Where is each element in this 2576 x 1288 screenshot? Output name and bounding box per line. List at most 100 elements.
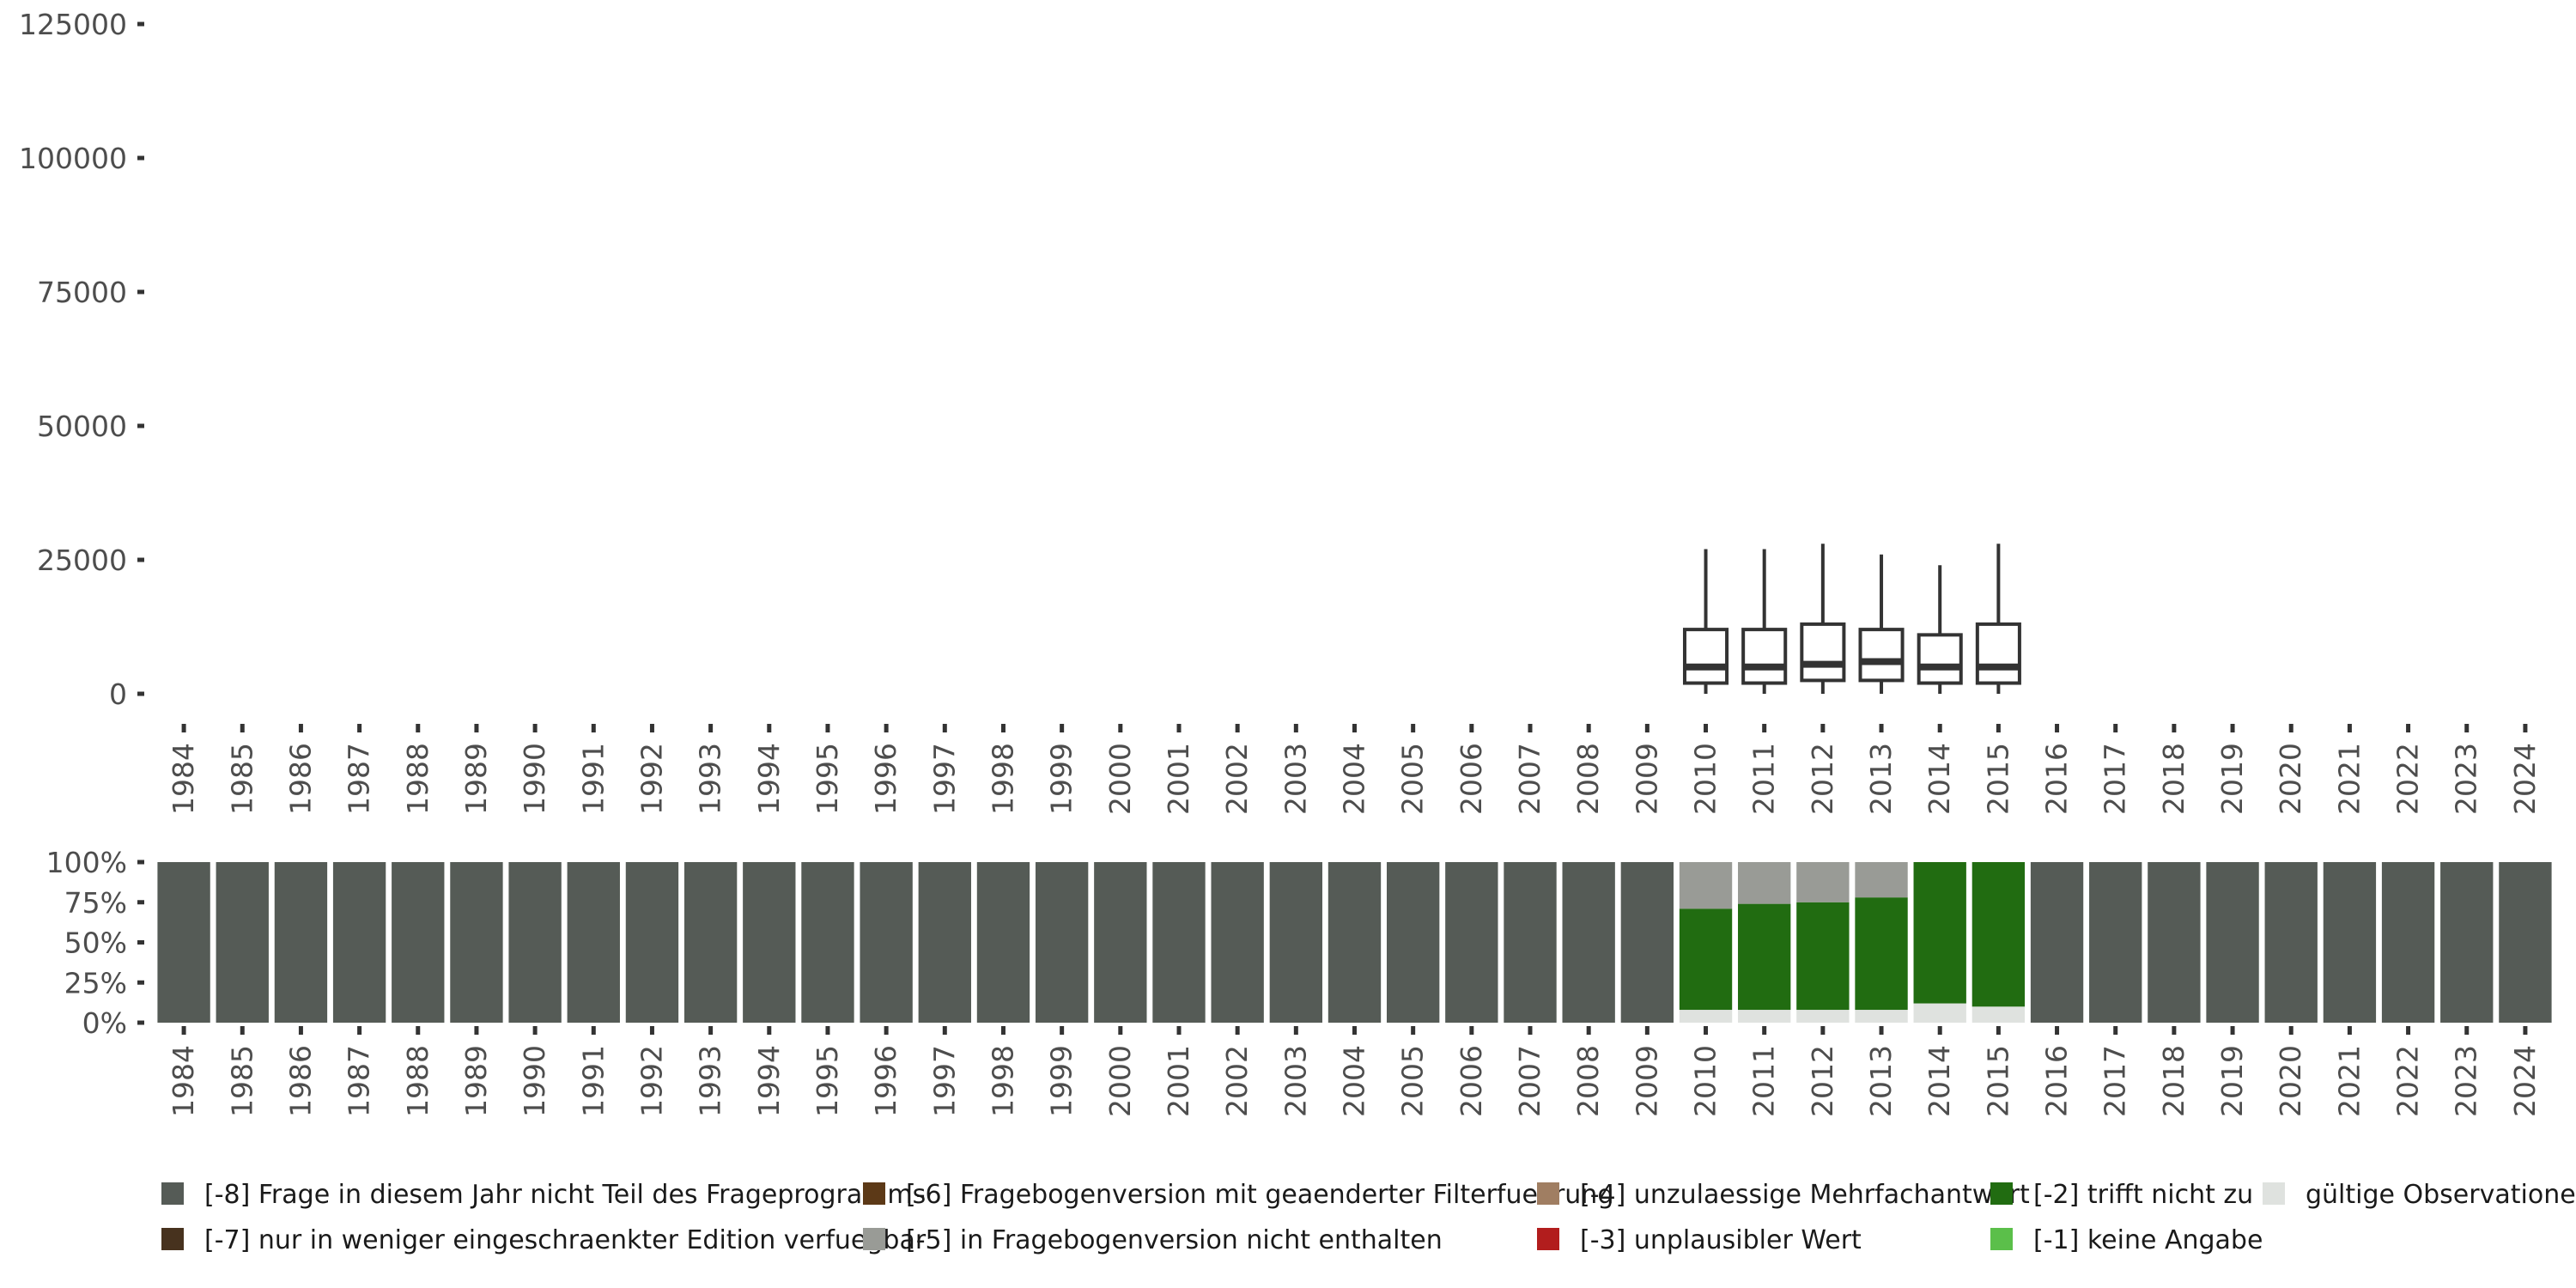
bar-segment-2019-s3 bbox=[2206, 862, 2259, 1023]
x-tick-label: 2010 bbox=[1689, 743, 1722, 815]
x-tick-label: 2023 bbox=[2450, 743, 2483, 815]
boxplot-2010 bbox=[1682, 549, 1729, 694]
bar-segment-1999-s3 bbox=[1035, 862, 1089, 1023]
x-tick-label: 1991 bbox=[576, 743, 610, 815]
legend-label: [-4] unzulaessige Mehrfachantwort bbox=[1580, 1180, 2030, 1210]
legend-item: [-8] Frage in diesem Jahr nicht Teil des… bbox=[161, 1180, 926, 1210]
x-tick-label: 1996 bbox=[869, 743, 902, 815]
bar-segment-2013-s0 bbox=[1855, 1010, 1908, 1023]
x-tick-label: 2010 bbox=[1689, 1045, 1722, 1117]
x-tick-label: 2001 bbox=[1162, 743, 1195, 815]
legend-label: gültige Observationen bbox=[2306, 1180, 2576, 1210]
x-tick-label: 1999 bbox=[1045, 1045, 1078, 1117]
x-tick-label: 2004 bbox=[1338, 1045, 1371, 1117]
bar-segment-1996-s3 bbox=[860, 862, 913, 1023]
bar-segment-2003-s3 bbox=[1269, 862, 1323, 1023]
bar-segment-1995-s3 bbox=[801, 862, 854, 1023]
x-tick-label: 2023 bbox=[2450, 1045, 2483, 1117]
bar-segment-2012-s1 bbox=[1796, 902, 1850, 1011]
legend-swatch bbox=[1537, 1228, 1559, 1250]
x-tick-label: 2017 bbox=[2099, 743, 2132, 815]
x-tick-label: 2009 bbox=[1630, 743, 1663, 815]
bar-segment-1993-s3 bbox=[683, 862, 738, 1023]
x-tick-label: 2013 bbox=[1864, 1045, 1898, 1117]
bar-segment-2024-s3 bbox=[2499, 862, 2552, 1023]
x-tick-label: 2014 bbox=[1923, 743, 1956, 815]
x-tick-label: 2020 bbox=[2274, 1045, 2307, 1117]
x-tick-label: 1988 bbox=[401, 743, 434, 815]
bar-segment-1984-s3 bbox=[157, 862, 210, 1023]
x-tick-label: 2012 bbox=[1806, 743, 1839, 815]
bar-segment-2011-s2 bbox=[1738, 862, 1791, 904]
bar-segment-1988-s3 bbox=[392, 862, 445, 1023]
x-tick-label: 2001 bbox=[1162, 1045, 1195, 1117]
x-tick-label: 2007 bbox=[1513, 743, 1546, 815]
bar-segment-2012-s0 bbox=[1796, 1010, 1850, 1023]
legend-label: [-6] Fragebogenversion mit geaenderter F… bbox=[906, 1180, 1613, 1210]
bar-segment-1985-s3 bbox=[216, 862, 269, 1023]
x-tick-label: 2016 bbox=[2040, 1045, 2074, 1117]
bar-segment-2000-s3 bbox=[1094, 862, 1147, 1023]
x-tick-label: 1997 bbox=[927, 743, 961, 815]
x-tick-label: 2011 bbox=[1747, 743, 1781, 815]
x-tick-label: 2006 bbox=[1455, 1045, 1488, 1117]
x-tick-label: 1984 bbox=[167, 743, 200, 815]
x-tick-label: 2005 bbox=[1396, 743, 1430, 815]
legend-label: [-5] in Fragebogenversion nicht enthalte… bbox=[906, 1225, 1443, 1255]
y-tick-label: 75% bbox=[64, 886, 127, 920]
box-iqr bbox=[1800, 622, 1846, 683]
bar-segment-2010-s0 bbox=[1679, 1010, 1733, 1023]
x-tick-label: 2005 bbox=[1396, 1045, 1430, 1117]
x-tick-label: 1993 bbox=[694, 743, 727, 815]
bar-segment-2012-s2 bbox=[1796, 862, 1850, 902]
x-tick-label: 1998 bbox=[986, 1045, 1019, 1117]
x-tick-label: 1993 bbox=[694, 1045, 727, 1117]
bar-segment-2007-s3 bbox=[1504, 862, 1557, 1023]
x-tick-label: 1985 bbox=[225, 1045, 258, 1117]
legend-item: [-3] unplausibler Wert bbox=[1537, 1225, 1862, 1255]
x-tick-label: 2018 bbox=[2157, 743, 2190, 815]
x-tick-label: 1996 bbox=[869, 1045, 902, 1117]
bar-segment-1998-s3 bbox=[976, 862, 1030, 1023]
legend-item: [-1] keine Angabe bbox=[1990, 1225, 2263, 1255]
x-tick-label: 2021 bbox=[2332, 1045, 2366, 1117]
x-tick-label: 1994 bbox=[752, 743, 786, 815]
x-tick-label: 2016 bbox=[2040, 743, 2074, 815]
boxplot-panel: 0 25000 50000 75000 100000 125000 1984 1985 1986… bbox=[19, 8, 2542, 815]
x-tick-label: 2015 bbox=[1981, 1045, 2014, 1117]
y-tick-label: 100% bbox=[46, 846, 127, 879]
bar-segment-2014-s0 bbox=[1913, 1003, 1966, 1023]
bar-segment-2021-s3 bbox=[2323, 862, 2377, 1023]
x-tick-label: 2024 bbox=[2508, 1045, 2542, 1117]
bar-segment-2009-s3 bbox=[1620, 862, 1674, 1023]
bar-segment-2011-s1 bbox=[1738, 903, 1791, 1011]
x-tick-label: 2014 bbox=[1923, 1045, 1956, 1117]
bar-segment-2022-s3 bbox=[2381, 862, 2435, 1023]
box-iqr bbox=[1858, 628, 1905, 683]
boxplot-2014 bbox=[1917, 565, 1963, 694]
x-tick-label: 2003 bbox=[1279, 743, 1312, 815]
y-tick-label: 25000 bbox=[37, 544, 127, 577]
x-tick-label: 1995 bbox=[811, 1045, 844, 1117]
legend-item: [-4] unzulaessige Mehrfachantwort bbox=[1537, 1180, 2030, 1210]
bar-segment-1991-s3 bbox=[567, 862, 620, 1023]
legend-label: [-7] nur in weniger eingeschraenkter Edi… bbox=[204, 1225, 927, 1255]
x-tick-label: 2021 bbox=[2332, 743, 2366, 815]
y-tick-label: 50000 bbox=[37, 410, 127, 443]
x-tick-label: 2000 bbox=[1103, 1045, 1137, 1117]
legend-label: [-3] unplausibler Wert bbox=[1580, 1225, 1862, 1255]
x-tick-label: 2008 bbox=[1571, 743, 1605, 815]
x-tick-label: 1992 bbox=[635, 743, 668, 815]
x-tick-label: 1985 bbox=[225, 743, 258, 815]
x-tick-label: 1986 bbox=[283, 1045, 317, 1117]
x-tick-label: 2012 bbox=[1806, 1045, 1839, 1117]
y-tick-label: 0 bbox=[109, 677, 127, 711]
boxplot-2011 bbox=[1741, 549, 1788, 694]
stacked-bar-panel: 0% 25% 50% 75% 100% 1984 1985 1986 1987 1988 1989 1… bbox=[46, 846, 2552, 1117]
bar-segment-2001-s3 bbox=[1152, 862, 1206, 1023]
legend-item: gültige Observationen bbox=[2263, 1180, 2576, 1210]
x-tick-label: 2002 bbox=[1220, 743, 1254, 815]
x-tick-label: 2002 bbox=[1220, 1045, 1254, 1117]
legend-swatch bbox=[863, 1182, 885, 1205]
